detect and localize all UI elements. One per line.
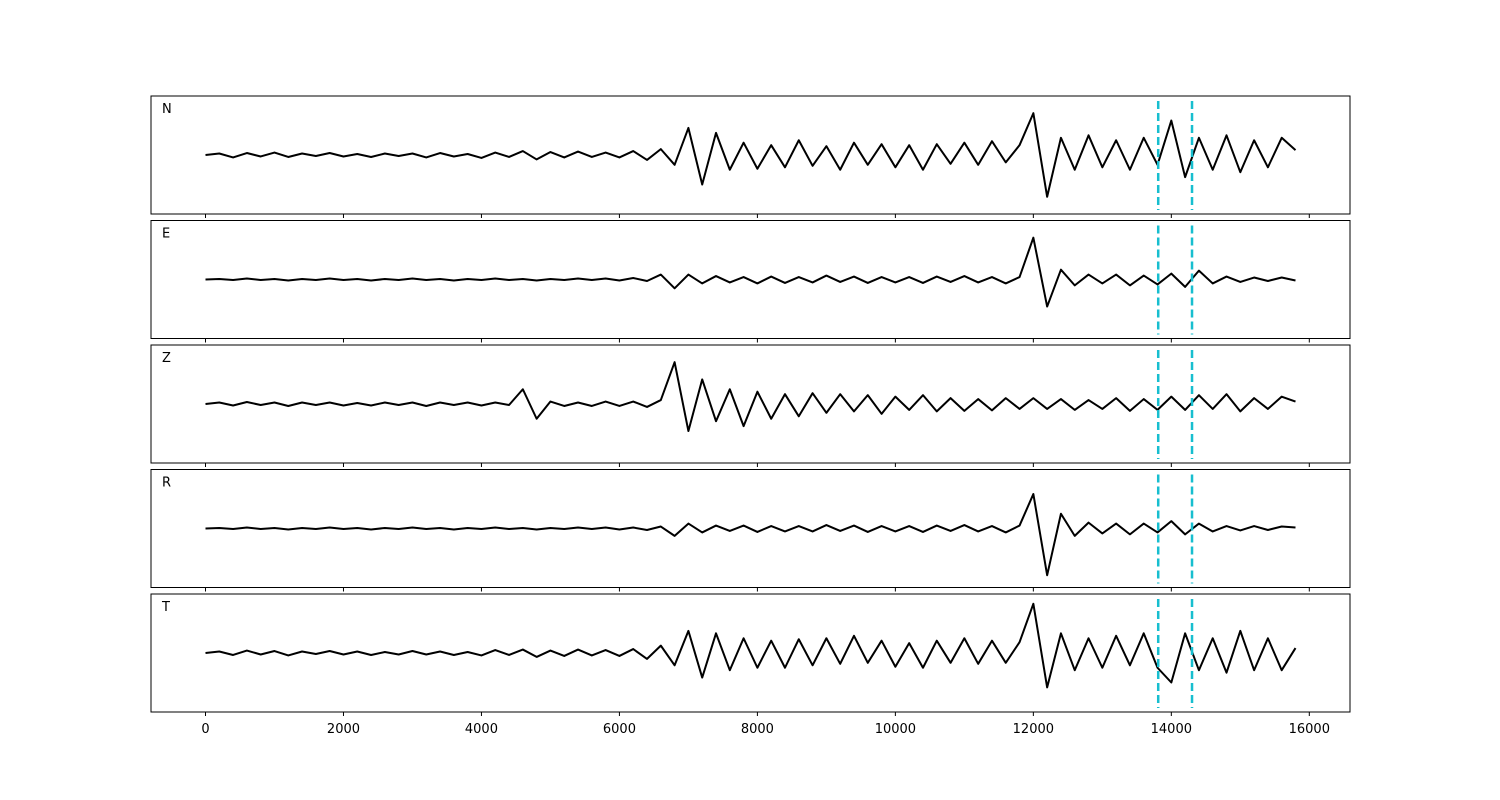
panel-label: Z [162,351,171,366]
trace [205,493,1296,577]
panel-frame [150,344,1351,464]
x-tick-label: 6000 [603,722,636,737]
panel-label: E [162,227,170,242]
trace [205,361,1296,433]
x-tick-label: 10000 [875,722,916,737]
panel-frame [150,469,1351,588]
x-tick-label: 2000 [327,722,360,737]
panel-frame [150,95,1351,215]
trace [205,236,1296,308]
trace [205,602,1297,689]
x-tick-label: 12000 [1013,722,1054,737]
panel-label: T [161,600,170,615]
x-tick-label: 8000 [741,722,774,737]
x-tick-label: 4000 [465,722,498,737]
x-tick-label: 16000 [1289,722,1330,737]
trace [205,112,1297,198]
x-tick-label: 14000 [1151,722,1192,737]
panel-frame [150,220,1351,339]
panel-label: N [162,102,172,117]
panel-frame [150,593,1351,713]
x-tick-label: 0 [201,722,209,737]
panel-label: R [162,476,171,491]
